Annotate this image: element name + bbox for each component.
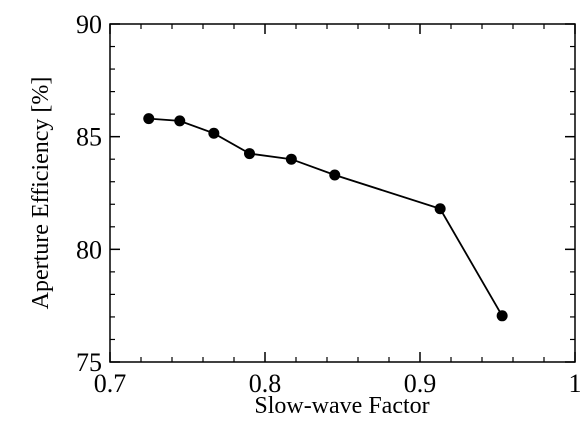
x-tick-label: 0.7 xyxy=(94,369,127,398)
tick-labels: 0.7 0.8 0.9 1 75 80 85 90 xyxy=(76,10,580,398)
data-point xyxy=(285,153,297,165)
y-tick-label: 80 xyxy=(76,235,102,264)
data-point xyxy=(329,169,341,181)
y-tick-label: 85 xyxy=(76,123,102,152)
data-point xyxy=(208,127,220,139)
y-tick-label: 90 xyxy=(76,10,102,39)
series xyxy=(143,113,508,322)
data-point xyxy=(434,203,446,215)
y-axis-title: Aperture Efficiency [%] xyxy=(28,77,54,310)
plot-frame xyxy=(109,23,576,363)
x-tick-label: 0.8 xyxy=(249,369,282,398)
x-tick-label: 1 xyxy=(569,369,580,398)
data-point xyxy=(496,310,508,322)
x-tick-label: 0.9 xyxy=(404,369,437,398)
x-axis-title: Slow-wave Factor xyxy=(254,393,429,419)
y-tick-label: 75 xyxy=(76,348,102,377)
data-point xyxy=(174,115,186,127)
ticks xyxy=(109,23,576,363)
data-point xyxy=(244,148,255,160)
series-line xyxy=(148,117,503,317)
data-point xyxy=(143,113,155,125)
